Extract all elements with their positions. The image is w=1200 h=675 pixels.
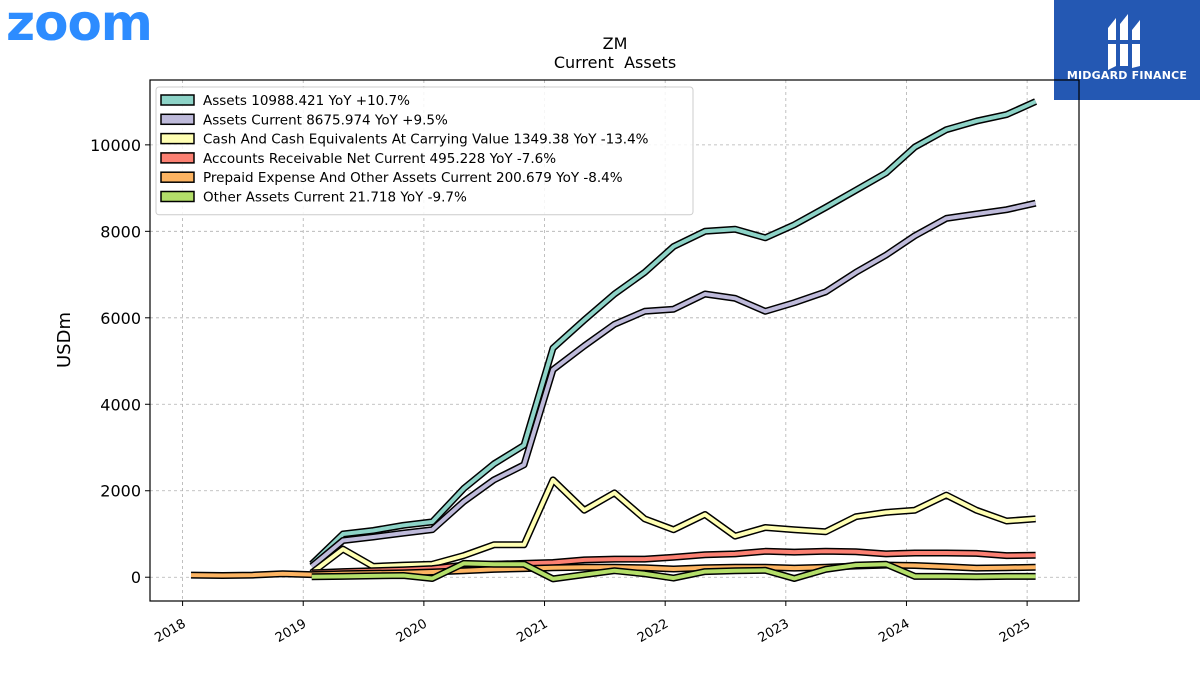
series-outline: [309, 199, 1037, 570]
brand-name: MIDGARD FINANCE: [1066, 69, 1188, 82]
legend-label: Cash And Cash Equivalents At Carrying Va…: [203, 132, 649, 148]
plot-frame: [149, 79, 1080, 602]
x-tick-label: 2020: [394, 616, 430, 646]
y-tick-label: 2000: [100, 482, 141, 501]
series-stroke: [310, 201, 1037, 568]
series-stroke: [311, 561, 1036, 581]
y-axis-label: USDm: [54, 312, 75, 368]
legend-swatch: [160, 94, 195, 106]
legend-label: Prepaid Expense And Other Assets Current…: [203, 170, 623, 186]
legend-swatch: [160, 171, 195, 183]
series-line: [311, 561, 1036, 579]
y-tick-label: 0: [131, 568, 141, 587]
series-stroke: [190, 571, 312, 578]
series-line: [190, 570, 312, 579]
x-tick-label: 2024: [876, 616, 912, 646]
x-tick-label: 2019: [273, 616, 309, 646]
midgard-finance-logo: MIDGARD FINANCE: [1054, 0, 1200, 100]
legend-swatch: [160, 132, 195, 145]
x-tick-label: 2022: [635, 616, 671, 646]
series-stroke: [311, 563, 1036, 577]
x-tick-label: 2018: [152, 616, 188, 646]
y-tick-label: 10000: [90, 136, 141, 155]
y-tick-label: 8000: [100, 222, 141, 241]
x-tick-label: 2023: [756, 616, 792, 646]
legend-label: Assets 10988.421 YoY +10.7%: [203, 93, 410, 109]
legend-label: Accounts Receivable Net Current 495.228 …: [203, 151, 556, 167]
x-tick-label: 2025: [997, 616, 1033, 646]
series-line: [311, 559, 1036, 583]
series-stroke: [310, 99, 1037, 566]
series-group: [190, 98, 1038, 583]
legend-box: [155, 86, 694, 216]
zoom-logo: zoom: [6, 0, 153, 52]
legend-swatch: [160, 152, 195, 164]
legend: Assets 10988.421 YoY +10.7% Assets Curren…: [155, 86, 694, 216]
x-tick-label: 2021: [514, 616, 550, 646]
legend-label: Assets Current 8675.974 YoY +9.5%: [203, 112, 448, 128]
series-line: [309, 98, 1038, 567]
series-line: [309, 476, 1036, 576]
chart-title: ZM: [603, 34, 628, 53]
legend-swatch: [160, 113, 195, 126]
legend-swatch: [160, 190, 195, 203]
legend-label: Other Assets Current 21.718 YoY -9.7%: [203, 190, 467, 206]
y-tick-label: 4000: [100, 395, 141, 414]
midgard-logo-mark: [1108, 14, 1142, 70]
series-line: [309, 199, 1037, 570]
series-stroke: [310, 477, 1036, 575]
chart-subtitle: Current Assets: [554, 53, 676, 72]
y-tick-label: 6000: [100, 309, 141, 328]
